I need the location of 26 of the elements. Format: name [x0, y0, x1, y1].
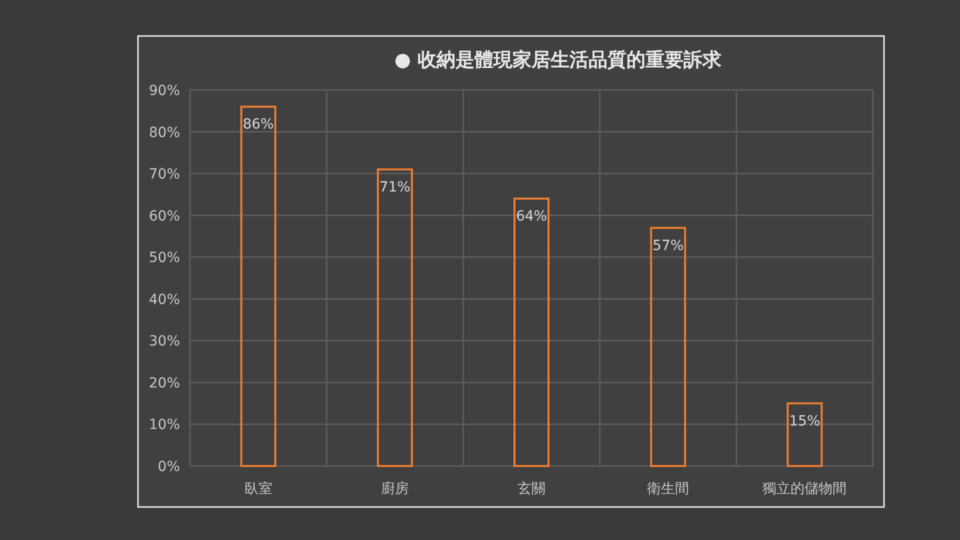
y-tick-label: 0% [158, 459, 180, 475]
x-tick-label: 衛生間 [647, 481, 690, 497]
y-tick-label: 90% [148, 83, 180, 99]
y-tick-label: 30% [148, 334, 180, 350]
y-tick-label: 70% [148, 166, 180, 183]
bar [240, 106, 276, 467]
bar [650, 226, 686, 467]
data-label: 57% [652, 238, 684, 254]
y-tick-label: 50% [148, 250, 180, 266]
y-tick-label: 60% [148, 208, 180, 224]
data-label: 86% [242, 116, 274, 133]
bar [514, 198, 550, 467]
x-tick-label: 臥室 [244, 481, 272, 497]
chart-title: ● 收納是體現家居生活品質的重要訴求 [394, 49, 723, 71]
y-tick-label: 80% [148, 124, 180, 141]
y-tick-label: 10% [148, 417, 180, 434]
x-tick-label: 廚房 [380, 481, 409, 497]
x-tick-label: 玄關 [518, 481, 546, 497]
data-label: 15% [789, 413, 820, 430]
x-tick-label: 獨立的儲物間 [762, 481, 847, 497]
data-label: 71% [379, 179, 410, 196]
data-label: 64% [516, 208, 548, 225]
bar [786, 402, 823, 467]
y-tick-label: 20% [148, 375, 180, 392]
bar [376, 168, 413, 467]
y-tick-label: 40% [148, 292, 180, 308]
